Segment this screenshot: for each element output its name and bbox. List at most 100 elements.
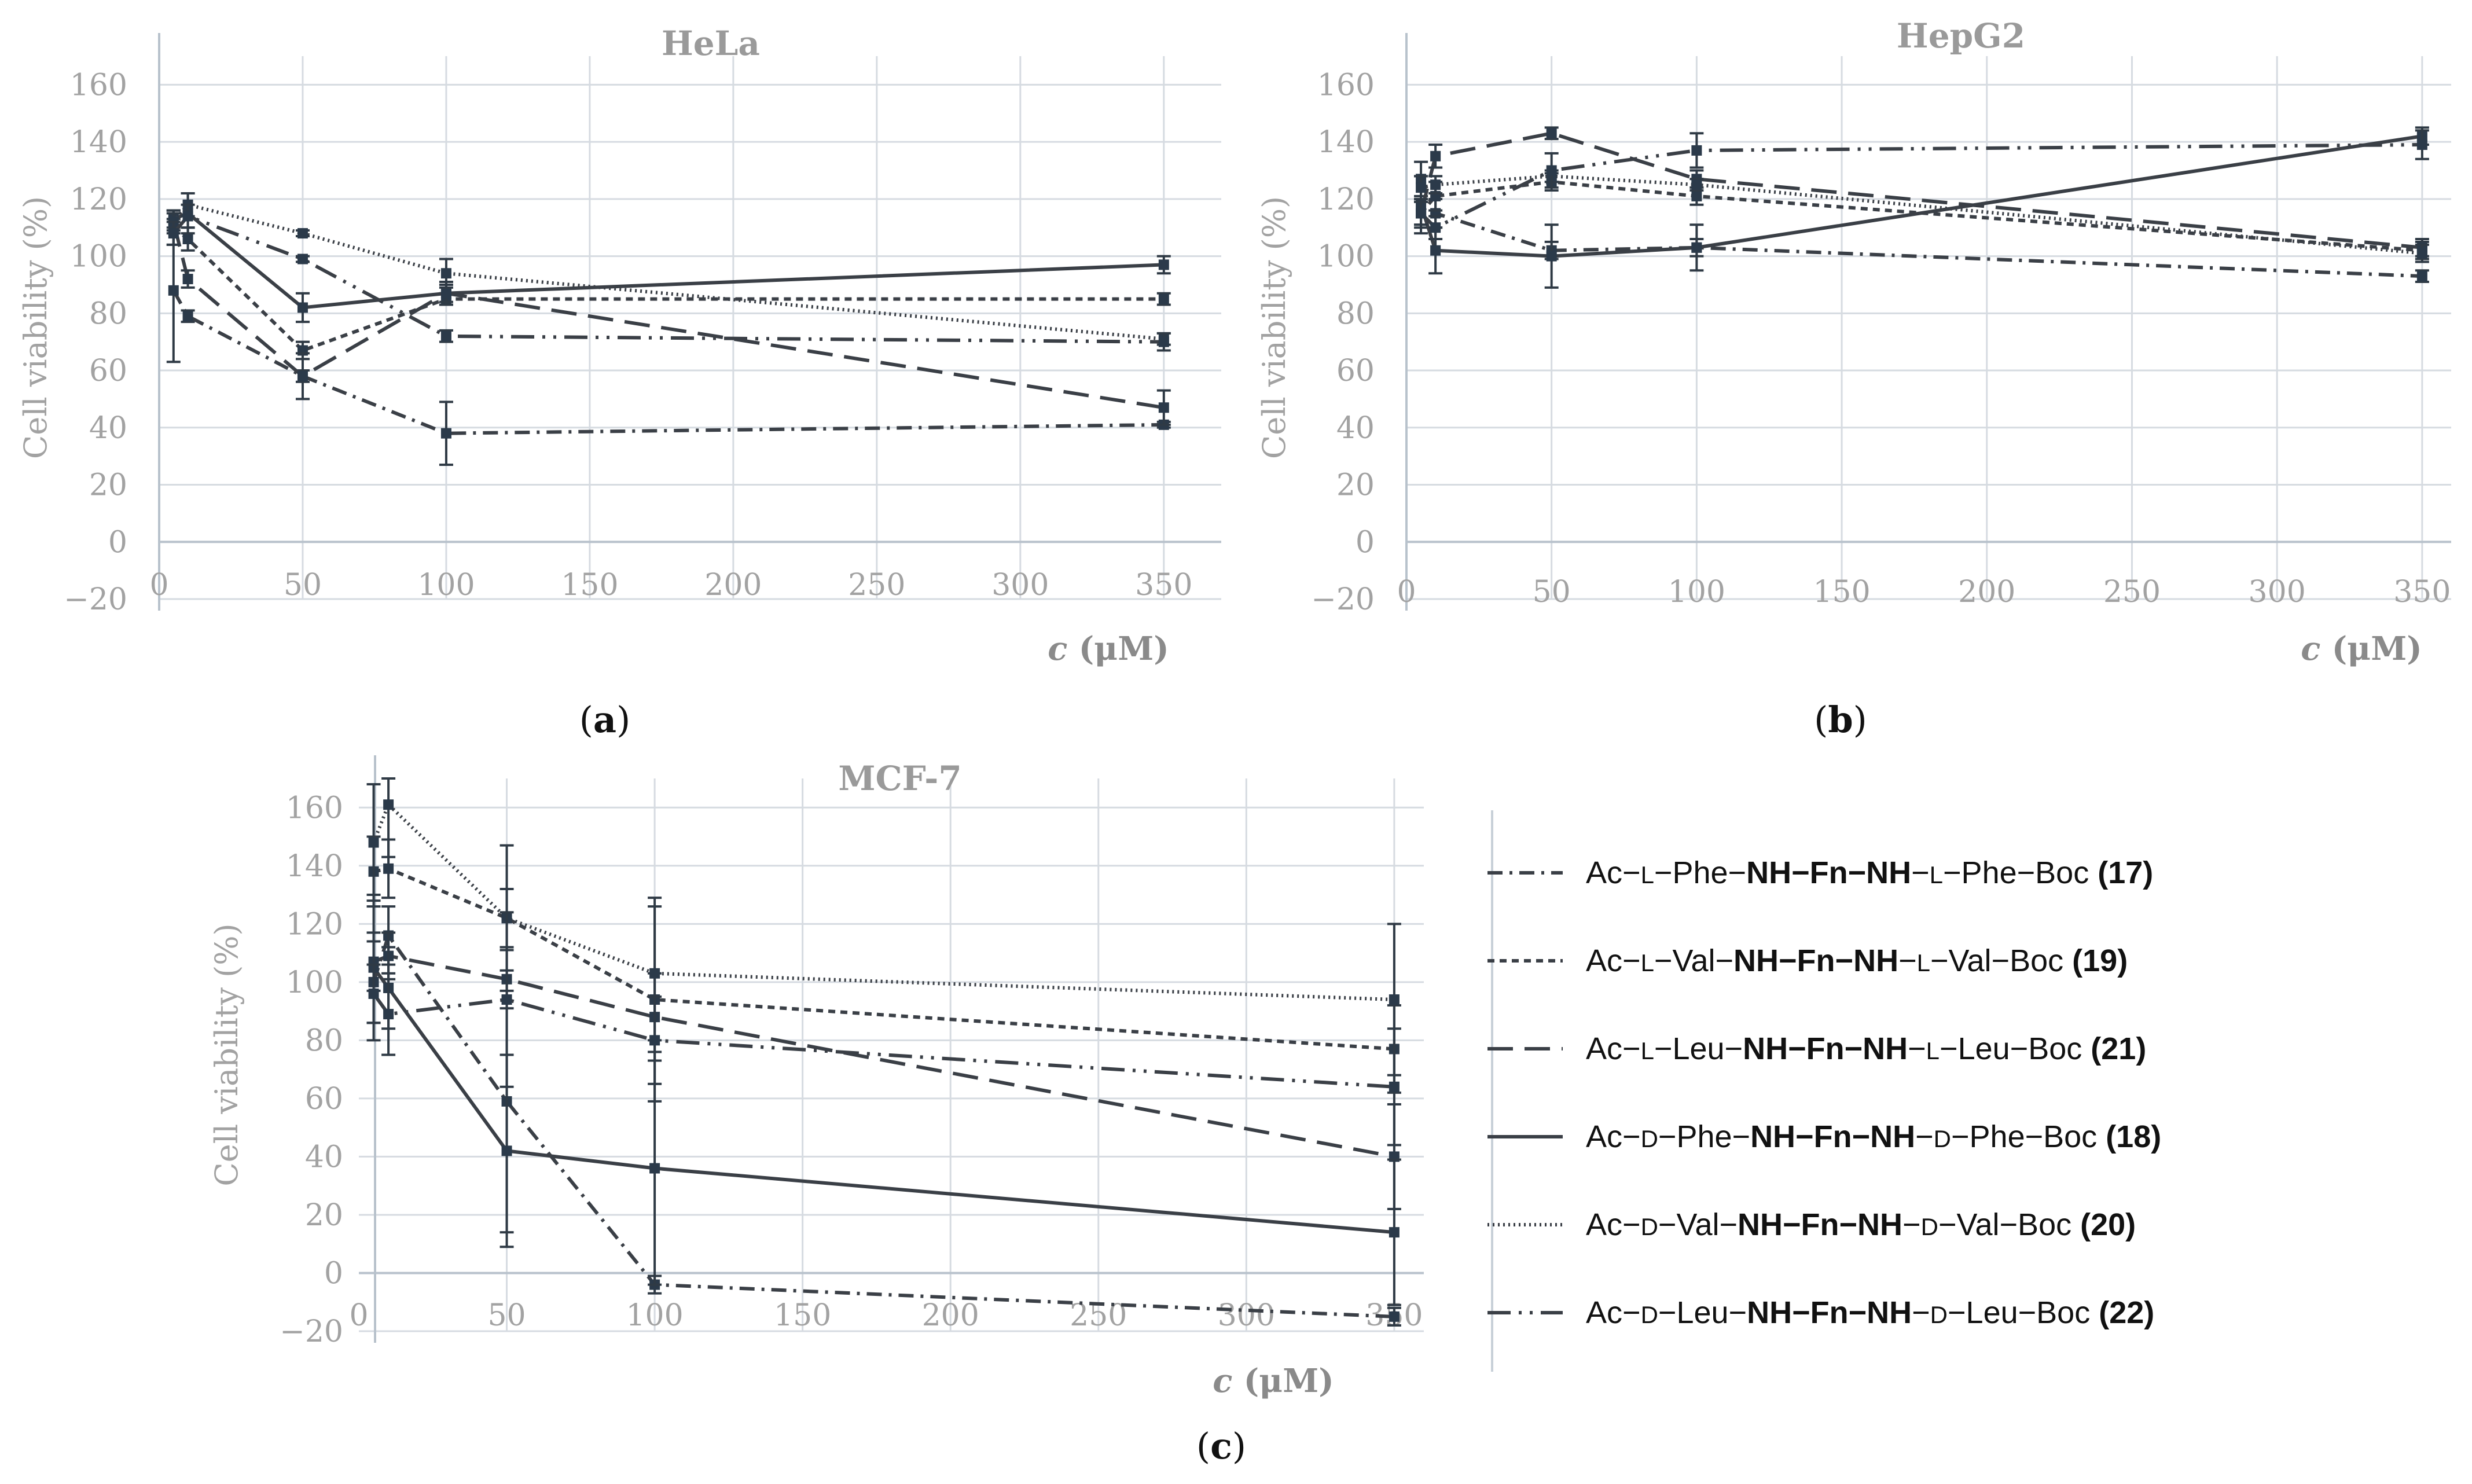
panel-label-open: ( bbox=[1814, 699, 1828, 741]
data-point bbox=[383, 1009, 394, 1020]
legend-part-sep: − bbox=[1908, 1031, 1926, 1066]
legend-part-number: (19) bbox=[2072, 943, 2128, 978]
data-point bbox=[297, 228, 308, 239]
legend-part-prefix: Ac− bbox=[1586, 1119, 1641, 1154]
data-point bbox=[297, 302, 308, 313]
x-tick-label: 50 bbox=[284, 568, 322, 603]
legend-item-4: Ac−D−Val−NH−Fn−NH−D−Val−Boc (20) bbox=[1487, 1207, 2136, 1242]
y-tick-label: 20 bbox=[305, 1198, 343, 1233]
x-tick-label: 150 bbox=[1813, 575, 1870, 609]
data-point bbox=[1158, 259, 1169, 270]
legend-part-sep: − bbox=[1911, 855, 1930, 890]
x-tick-label: 0 bbox=[149, 568, 168, 603]
data-point bbox=[649, 968, 660, 979]
x-tick-label: 300 bbox=[991, 568, 1049, 603]
x-tick-label: 100 bbox=[626, 1298, 683, 1333]
series-22 bbox=[1414, 129, 2429, 240]
legend-label: Ac−D−Val−NH−Fn−NH−D−Val−Boc (20) bbox=[1586, 1207, 2136, 1242]
legend-part-config: D bbox=[1934, 1125, 1951, 1152]
series-22 bbox=[166, 203, 1171, 352]
y-tick-label: −20 bbox=[280, 1314, 343, 1349]
x-tick-label: 250 bbox=[2103, 575, 2161, 609]
series-line bbox=[372, 993, 1395, 1089]
panel-label: (a) bbox=[579, 699, 631, 741]
legend-label: Ac−L−Leu−NH−Fn−NH−L−Leu−Boc (21) bbox=[1586, 1031, 2146, 1066]
x-axis-label: c (μM) bbox=[2301, 630, 2422, 668]
y-tick-label: 20 bbox=[1336, 468, 1375, 503]
legend-part-config: D bbox=[1641, 1213, 1658, 1240]
x-tick-label: 200 bbox=[704, 568, 762, 603]
legend-part-sep: − bbox=[1912, 1295, 1930, 1330]
x-tick-label: 350 bbox=[2393, 575, 2451, 609]
y-tick-label: 160 bbox=[1317, 68, 1375, 102]
legend-part-prefix: Ac− bbox=[1586, 1295, 1641, 1330]
legend-part-config: L bbox=[1641, 861, 1654, 888]
legend-part-core: NH−Fn−NH bbox=[1733, 943, 1898, 978]
series-17 bbox=[166, 218, 1171, 466]
data-point bbox=[1158, 293, 1169, 304]
data-point bbox=[440, 268, 451, 279]
data-point bbox=[182, 211, 193, 222]
data-point bbox=[501, 1145, 512, 1156]
x-axis-label-unit: (μM) bbox=[1067, 630, 1169, 668]
data-point bbox=[297, 370, 308, 381]
legend-part-prefix: Ac− bbox=[1586, 855, 1641, 890]
data-point bbox=[1691, 145, 1702, 156]
legend-part-sep: − bbox=[1902, 1207, 1921, 1242]
legend-item-3: Ac−D−Phe−NH−Fn−NH−D−Phe−Boc (18) bbox=[1487, 1119, 2161, 1154]
legend-part-config: L bbox=[1917, 949, 1930, 976]
y-tick-label: 120 bbox=[1317, 182, 1375, 217]
data-point bbox=[1389, 1081, 1400, 1092]
data-point bbox=[1430, 245, 1441, 256]
legend-item-1: Ac−L−Val−NH−Fn−NH−L−Val−Boc (19) bbox=[1487, 943, 2128, 978]
legend-part-core: NH−Fn−NH bbox=[1738, 1207, 1902, 1242]
data-point bbox=[368, 837, 379, 848]
x-axis-label-variable: c bbox=[1048, 630, 1067, 668]
legend-part-number: (20) bbox=[2080, 1207, 2136, 1242]
chart-title: MCF-7 bbox=[838, 759, 961, 798]
data-point bbox=[1430, 222, 1441, 233]
legend-item-0: Ac−L−Phe−NH−Fn−NH−L−Phe−Boc (17) bbox=[1487, 855, 2153, 890]
data-point bbox=[1389, 994, 1400, 1005]
series-line bbox=[372, 803, 1394, 1001]
legend-part-prefix: Ac− bbox=[1586, 1031, 1641, 1066]
y-tick-label: 160 bbox=[286, 791, 343, 825]
x-tick-label: 150 bbox=[561, 568, 618, 603]
data-point bbox=[168, 228, 179, 239]
legend-part-prefix: Ac− bbox=[1586, 1207, 1641, 1242]
legend-part-suffix: −Phe−Boc bbox=[1951, 1119, 2106, 1154]
y-tick-label: 0 bbox=[108, 525, 127, 560]
legend-part-number: (21) bbox=[2091, 1031, 2146, 1066]
legend-part-number: (22) bbox=[2099, 1295, 2154, 1330]
legend-part-number: (17) bbox=[2098, 855, 2153, 890]
y-tick-label: 100 bbox=[286, 965, 343, 1000]
legend-part-core: NH−Fn−NH bbox=[1746, 855, 1911, 890]
data-point bbox=[383, 863, 394, 874]
y-tick-label: 100 bbox=[70, 240, 127, 274]
x-tick-label: 50 bbox=[1533, 575, 1571, 609]
data-point bbox=[1158, 402, 1169, 413]
legend-part-core: NH−Fn−NH bbox=[1743, 1031, 1908, 1066]
legend-part-config: D bbox=[1930, 1301, 1948, 1328]
y-axis-label: Cell viability (%) bbox=[208, 923, 245, 1186]
panel-label-letter: c bbox=[1210, 1425, 1232, 1467]
chart-panel-hela: −20 0 20 40 60 80 100 120 140 160 0 50 100 150 200 250 3… bbox=[17, 24, 1221, 741]
y-tick-label: 60 bbox=[305, 1082, 343, 1116]
x-tick-label: 150 bbox=[774, 1298, 831, 1333]
data-point bbox=[1546, 128, 1557, 139]
y-tick-label: 0 bbox=[1356, 525, 1375, 560]
y-tick-label: 120 bbox=[286, 907, 343, 942]
x-tick-label: 300 bbox=[2249, 575, 2306, 609]
legend-part-suffix: −Val−Boc bbox=[1930, 943, 2072, 978]
panel-label-open: ( bbox=[579, 699, 593, 741]
series-line bbox=[1419, 143, 2422, 230]
y-axis-label: Cell viability (%) bbox=[1256, 196, 1292, 459]
data-point bbox=[501, 994, 512, 1005]
data-point bbox=[182, 311, 193, 322]
x-axis-label-variable: c bbox=[2301, 630, 2320, 668]
legend-part-config: L bbox=[1930, 861, 1943, 888]
y-tick-label: 100 bbox=[1317, 240, 1375, 274]
panel-label-close: ) bbox=[1853, 699, 1867, 741]
data-point bbox=[168, 285, 179, 296]
data-point bbox=[1430, 179, 1441, 190]
